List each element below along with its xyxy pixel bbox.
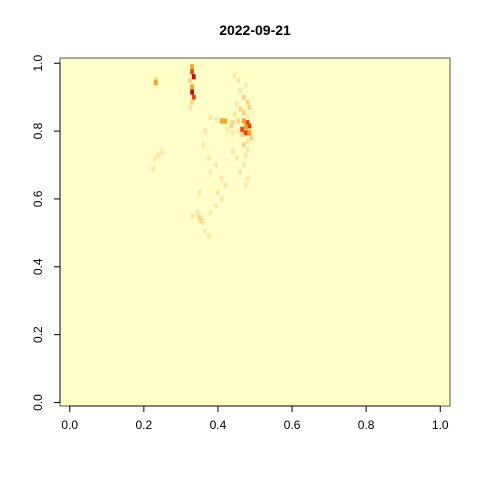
heatmap-cell [245,99,250,105]
y-axis: 0.0 0.2 0.4 0.6 0.8 1.0 [31,55,61,411]
heatmap-cell [195,210,200,216]
heatmap-cell [230,148,235,154]
heatmap-cell [197,189,202,195]
heatmap-cell [208,115,213,121]
heatmap-cell [190,64,194,70]
heatmap-cell [229,123,233,129]
heatmap-cell [188,104,192,110]
x-tick-label: 0.4 [210,418,227,432]
heatmap-cell [242,109,246,115]
heatmap-cell [214,116,218,122]
heatmap-cell [225,126,230,132]
y-tick-label: 0.2 [31,326,45,343]
heatmap-cell [236,77,241,83]
heatmap-cell [203,228,207,234]
heatmap-cell [214,162,218,168]
heatmap-cell [238,87,242,93]
heatmap-cell [190,89,194,95]
heatmap-cell [240,131,244,137]
heatmap-cell [153,80,158,86]
heatmap-cell [245,120,250,126]
heatmap-cell [238,106,242,112]
y-tick-label: 0.8 [31,122,45,139]
heatmap-cell [219,118,224,124]
heatmap-cell [203,128,207,134]
heatmap-cell [243,124,248,130]
heatmap-cell [242,94,246,100]
heatmap-cell [243,82,248,88]
heatmap-cell [223,118,228,124]
heatmap-cell [190,99,194,105]
x-tick-label: 0.6 [284,418,301,432]
heatmap-cell [319,121,324,127]
heatmap-cell [247,123,252,129]
heatmap-cell [243,152,248,158]
heatmap-cell [201,220,205,226]
x-tick-label: 1.0 [432,418,449,432]
heatmap-cell [247,104,252,110]
heatmap-cell [236,128,241,134]
heatmap-cell [230,130,235,136]
heatmap-cell [219,196,224,202]
heatmap-cell [245,147,250,153]
heatmap-cell [192,74,196,80]
heatmap-cell [190,213,194,219]
heatmap-cell [242,162,246,168]
heatmap-cell [201,142,205,148]
heatmap-cell [151,165,155,171]
y-tick-label: 0.4 [31,258,45,275]
heatmap-cell [199,218,204,224]
heatmap-cell [208,169,213,175]
heatmap-cell [234,155,239,161]
heatmap-cell [190,69,194,75]
heatmap-cell [206,155,211,161]
heatmap-cell [234,101,239,107]
heatmap-cell [240,126,244,132]
heatmap-cell [190,84,194,90]
heatmap-cell [243,182,248,188]
chart-title: 2022-09-21 [219,22,291,38]
heatmap-cell [249,135,254,141]
heatmap-cell [243,130,248,136]
heatmap-cells [151,64,324,239]
heatmap-cell [192,94,196,100]
heatmap-cell [230,120,235,126]
heatmap-cell [223,182,228,188]
heatmap-cell [216,189,220,195]
y-tick-label: 0.0 [31,394,45,411]
heatmap-cell [245,113,250,119]
plot-area-background [60,58,450,406]
x-tick-label: 0.0 [61,418,78,432]
x-tick-label: 0.8 [358,418,375,432]
heatmap-cell [245,138,250,144]
heatmap-cell [197,215,202,221]
y-tick-label: 0.6 [31,190,45,207]
heatmap-cell [206,233,211,239]
heatmap-cell [214,203,218,209]
x-tick-label: 0.2 [136,418,153,432]
y-tick-label: 1.0 [31,55,45,72]
heatmap-cell [242,118,246,124]
heatmap-cell [208,210,213,216]
heatmap-cell [188,77,192,83]
heatmap-cell [247,130,252,136]
heatmap-cell [153,155,157,161]
heatmap-cell [242,142,246,148]
heatmap-cell [160,148,165,154]
heatmap-cell [238,169,242,175]
heatmap-cell [232,72,237,78]
x-axis: 0.0 0.2 0.4 0.6 0.8 1.0 [61,405,449,432]
heatmap-cell [245,176,250,182]
heatmap-cell [156,152,161,158]
heatmap-cell [236,118,241,124]
heatmap-cell [232,111,237,117]
heatmap-cell [219,176,224,182]
